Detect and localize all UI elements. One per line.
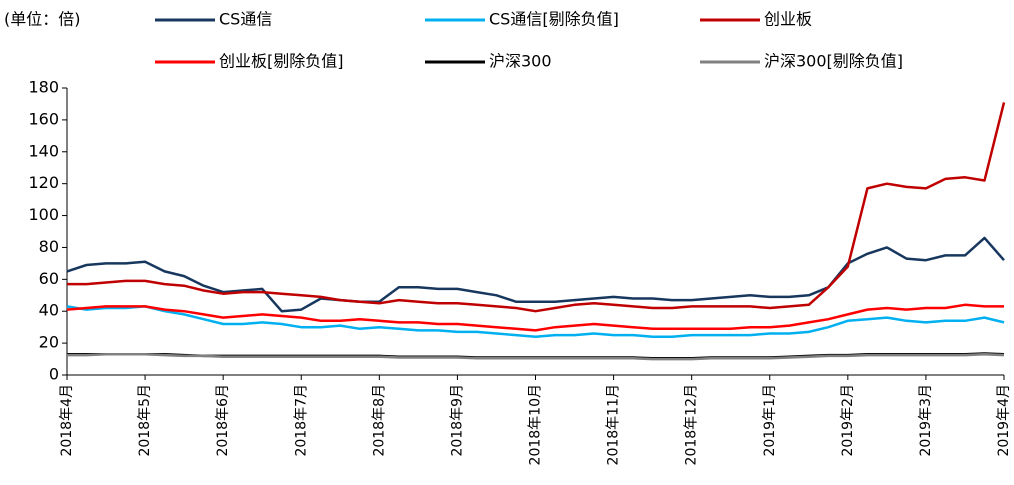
y-tick-label: 60: [39, 269, 59, 288]
legend-label: CS通信[剔除负值]: [489, 10, 619, 29]
y-tick-label: 140: [28, 141, 59, 160]
y-tick-label: 20: [39, 333, 59, 352]
y-tick-label: 100: [28, 205, 59, 224]
x-tick-label: 2019年4月: [996, 384, 1012, 457]
x-tick-label: 2018年6月: [215, 384, 231, 457]
y-tick-label: 40: [39, 301, 59, 320]
x-tick-label: 2019年1月: [762, 384, 778, 457]
x-tick-label: 2018年7月: [293, 384, 309, 457]
x-tick-label: 2019年2月: [840, 384, 856, 457]
x-tick-label: 2018年5月: [137, 384, 153, 457]
x-tick-label: 2018年9月: [449, 384, 465, 457]
y-tick-label: 80: [39, 237, 59, 256]
y-tick-label: 0: [49, 365, 59, 384]
x-tick-label: 2018年10月: [528, 384, 544, 465]
legend-label: CS通信: [219, 10, 272, 29]
x-tick-label: 2018年4月: [59, 384, 75, 457]
series-line: [67, 102, 1006, 313]
legend-label: 沪深300[剔除负值]: [764, 52, 903, 71]
series-line: [67, 353, 1005, 361]
legend-label: 沪深300: [489, 52, 552, 71]
x-tick-label: 2018年11月: [606, 384, 622, 465]
x-tick-label: 2019年3月: [918, 384, 934, 457]
series-line: [66, 236, 1005, 313]
x-tick-label: 2018年12月: [684, 384, 700, 465]
series-line: [66, 303, 1004, 332]
y-tick-label: 180: [28, 78, 59, 97]
legend-label: 创业板[剔除负值]: [219, 52, 344, 71]
x-tick-label: 2018年8月: [371, 384, 387, 457]
series-line: [66, 305, 1005, 338]
chart-title: (单位：倍): [4, 10, 81, 29]
legend-label: 创业板: [764, 10, 812, 29]
y-tick-label: 120: [28, 173, 59, 192]
y-tick-label: 160: [28, 109, 59, 128]
